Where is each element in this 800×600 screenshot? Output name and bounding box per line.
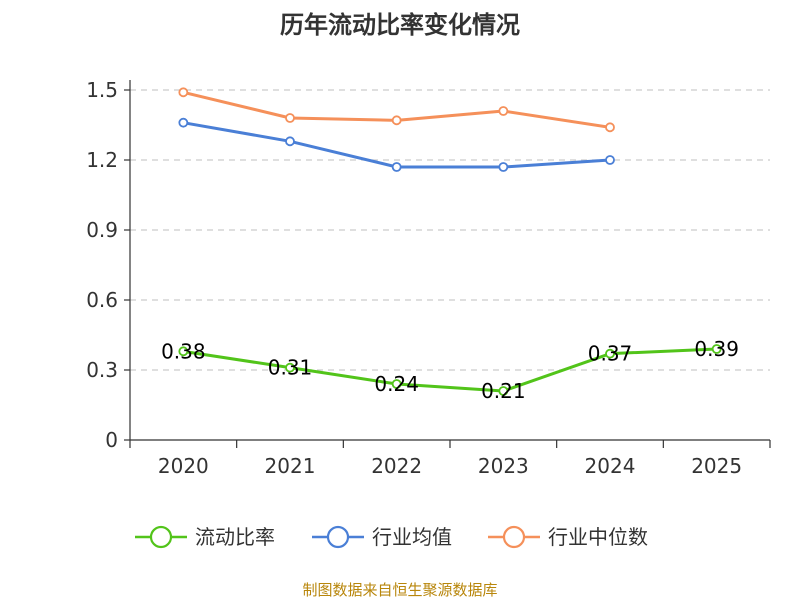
y-axis: 0 0.3 0.6 0.9 1.2 1.5: [86, 78, 131, 452]
legend-marker: [326, 525, 350, 549]
x-tick-label: 2022: [371, 454, 422, 478]
legend[interactable]: 流动比率 行业均值 行业中位数: [135, 525, 648, 549]
legend-label: 行业中位数: [548, 525, 648, 549]
legend-marker: [149, 525, 173, 549]
y-tick-label: 0.6: [86, 288, 118, 312]
data-label: 0.39: [694, 337, 739, 361]
legend-marker: [502, 525, 526, 549]
data-point: [285, 362, 295, 373]
y-tick-label: 0.3: [86, 358, 118, 382]
x-axis: 2020 2021 2022 2023 2024 2025: [129, 439, 771, 478]
data-label: 0.21: [481, 379, 526, 403]
legend-item[interactable]: 行业中位数: [488, 525, 648, 549]
x-tick-label: 2025: [691, 454, 742, 478]
chart-title: 历年流动比率变化情况: [280, 11, 520, 39]
data-point: [178, 87, 189, 98]
data-label: 0.38: [161, 339, 206, 363]
legend-item[interactable]: 流动比率: [135, 525, 275, 549]
data-label: 0.37: [588, 342, 633, 366]
data-point: [285, 136, 295, 147]
data-point: [605, 122, 615, 133]
legend-label: 流动比率: [195, 525, 275, 549]
data-point: [285, 113, 295, 123]
data-point: [498, 386, 509, 396]
data-labels: 0.38 0.31 0.24 0.21 0.37 0.39: [161, 337, 739, 403]
y-tick-label: 1.2: [86, 148, 118, 172]
x-tick-label: 2021: [265, 454, 316, 478]
data-point: [391, 379, 402, 389]
legend-item[interactable]: 行业均值: [312, 525, 452, 549]
data-point: [498, 106, 509, 116]
data-point: [391, 162, 402, 172]
y-tick-label: 0.9: [86, 218, 118, 242]
data-point: [391, 115, 402, 126]
data-point: [178, 346, 189, 357]
x-tick-label: 2020: [158, 454, 209, 478]
data-label: 0.24: [374, 372, 419, 396]
x-tick-label: 2023: [478, 454, 529, 478]
data-point: [605, 348, 615, 359]
series-group: [178, 87, 722, 396]
data-point: [498, 162, 509, 172]
series-line: [181, 347, 719, 393]
grid-lines: [130, 89, 770, 371]
data-label: 0.31: [268, 356, 313, 380]
data-point: [178, 117, 189, 128]
data-point: [711, 344, 722, 354]
y-tick-label: 1.5: [86, 78, 118, 102]
y-tick-label: 0: [105, 428, 118, 452]
x-tick-label: 2024: [585, 454, 636, 478]
source-note: 制图数据来自恒生聚源数据库: [302, 581, 497, 599]
legend-label: 行业均值: [372, 525, 452, 549]
data-point: [605, 155, 615, 165]
